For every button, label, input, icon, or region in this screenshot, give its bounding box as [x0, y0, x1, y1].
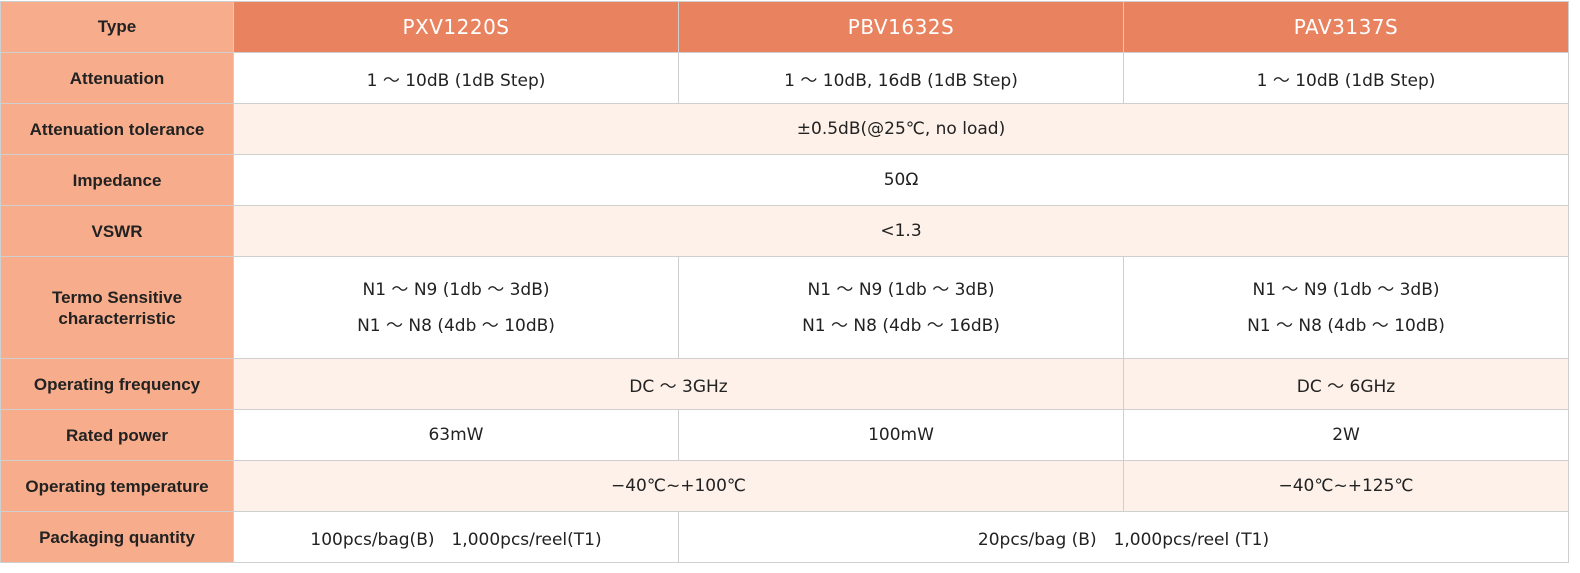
row-label: Impedance	[0, 154, 234, 206]
cell: −40℃~+100℃	[233, 460, 1124, 512]
cell-line: N1 ～ N8 (4db ～ 16dB)	[802, 315, 1000, 336]
row: Attenuation tolerance ±0.5dB(@25℃, no lo…	[0, 103, 1569, 155]
cell: N1 ～ N9 (1db ～ 3dB) N1 ～ N8 (4db ～ 10dB)	[1123, 256, 1569, 359]
row: Attenuation 1 ～ 10dB (1dB Step) 1 ～ 10dB…	[0, 52, 1569, 104]
cell: 1 ～ 10dB, 16dB (1dB Step)	[678, 52, 1124, 104]
cell: N1 ～ N9 (1db ～ 3dB) N1 ～ N8 (4db ～ 10dB)	[233, 256, 679, 359]
cell: DC ～ 6GHz	[1123, 358, 1569, 410]
table-body: Attenuation 1 ～ 10dB (1dB Step) 1 ～ 10dB…	[0, 52, 1569, 563]
cell-line: N1 ～ N8 (4db ～ 10dB)	[357, 315, 555, 336]
row-label: Attenuation tolerance	[0, 103, 234, 155]
row-label: VSWR	[0, 205, 234, 257]
row: Operating temperature −40℃~+100℃ −40℃~+1…	[0, 460, 1569, 512]
row: Termo Sensitive characterristic N1 ～ N9 …	[0, 256, 1569, 359]
cell: N1 ～ N9 (1db ～ 3dB) N1 ～ N8 (4db ～ 16dB)	[678, 256, 1124, 359]
cell-line: N1 ～ N9 (1db ～ 3dB)	[807, 279, 995, 300]
cell-line: N1 ～ N9 (1db ～ 3dB)	[1252, 279, 1440, 300]
header-cell: PXV1220S	[233, 1, 679, 53]
row: Operating frequency DC ～ 3GHz DC ～ 6GHz	[0, 358, 1569, 410]
row: VSWR <1.3	[0, 205, 1569, 257]
cell: 2W	[1123, 409, 1569, 461]
table-header: Type PXV1220S PBV1632S PAV3137S	[0, 1, 1569, 53]
spec-table: Type PXV1220S PBV1632S PAV3137S Attenuat…	[0, 1, 1569, 563]
cell: 1 ～ 10dB (1dB Step)	[233, 52, 679, 104]
header-cell: PAV3137S	[1123, 1, 1569, 53]
row: Impedance 50Ω	[0, 154, 1569, 206]
cell: 1 ～ 10dB (1dB Step)	[1123, 52, 1569, 104]
row-label: Termo Sensitive characterristic	[0, 256, 234, 359]
cell-line: N1 ～ N9 (1db ～ 3dB)	[362, 279, 550, 300]
row: Rated power 63mW 100mW 2W	[0, 409, 1569, 461]
cell-line: N1 ～ N8 (4db ～ 10dB)	[1247, 315, 1445, 336]
row-label: Attenuation	[0, 52, 234, 104]
cell: DC ～ 3GHz	[233, 358, 1124, 410]
row-label: Operating frequency	[0, 358, 234, 410]
cell: <1.3	[233, 205, 1569, 257]
cell: 50Ω	[233, 154, 1569, 206]
header-row: Type PXV1220S PBV1632S PAV3137S	[0, 1, 1569, 53]
cell: 63mW	[233, 409, 679, 461]
row-label: Packaging quantity	[0, 511, 234, 563]
header-cell: PBV1632S	[678, 1, 1124, 53]
cell: 20pcs/bag (B) 1,000pcs/reel (T1)	[678, 511, 1569, 563]
row-label: Rated power	[0, 409, 234, 461]
cell: −40℃~+125℃	[1123, 460, 1569, 512]
header-cell: Type	[0, 1, 234, 53]
cell: 100pcs/bag(B) 1,000pcs/reel(T1)	[233, 511, 679, 563]
cell: ±0.5dB(@25℃, no load)	[233, 103, 1569, 155]
row-label: Operating temperature	[0, 460, 234, 512]
row: Packaging quantity 100pcs/bag(B) 1,000pc…	[0, 511, 1569, 563]
cell: 100mW	[678, 409, 1124, 461]
